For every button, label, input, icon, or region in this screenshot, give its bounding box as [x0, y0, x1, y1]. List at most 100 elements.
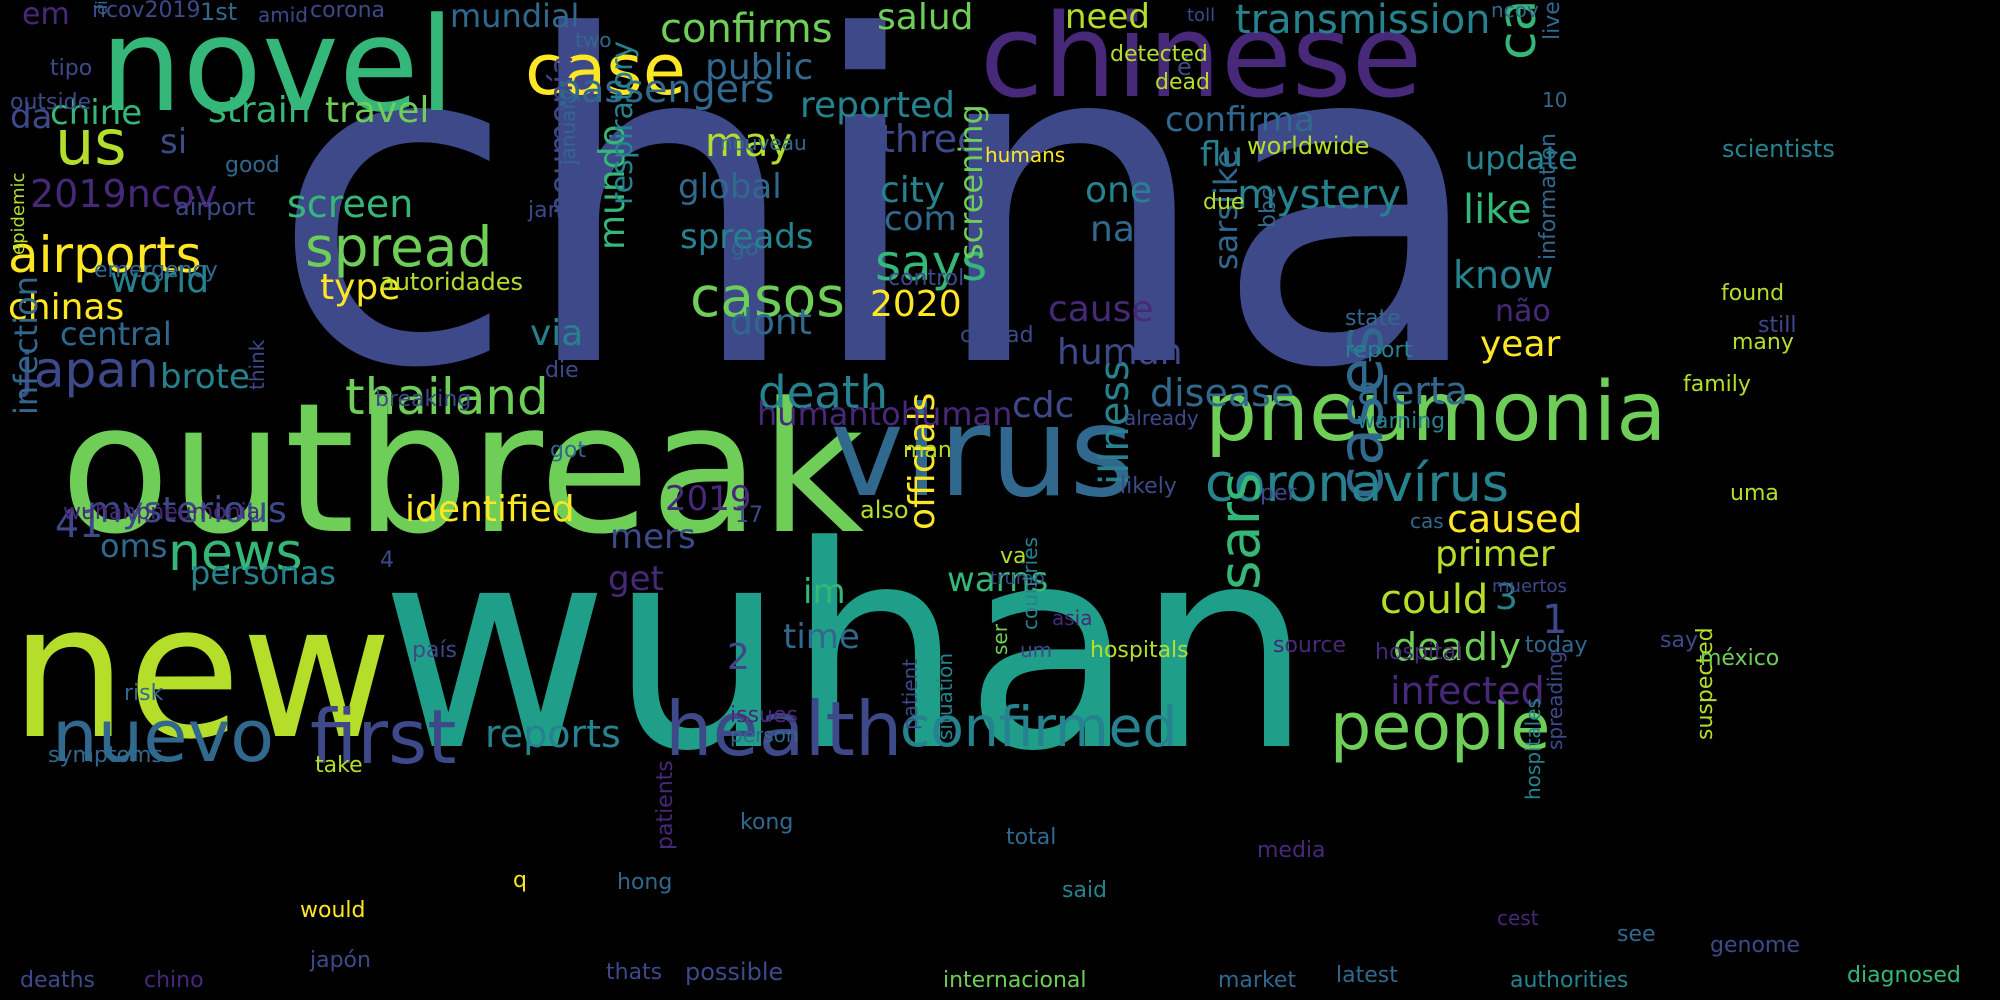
word-149: uma: [1730, 481, 1779, 506]
word-142: got: [550, 438, 587, 463]
word-24: says: [875, 234, 988, 292]
word-10: nuevo: [52, 694, 275, 778]
word-191: internacional: [943, 968, 1087, 993]
word-178: media: [1257, 838, 1326, 863]
word-188: japón: [310, 948, 371, 973]
word-139: die: [545, 358, 579, 383]
word-36: chinas: [8, 287, 125, 328]
word-123: emergency: [94, 258, 218, 283]
word-47: primer: [1435, 534, 1555, 575]
word-2: outbreak: [60, 365, 865, 574]
word-72: central: [60, 315, 172, 353]
word-40: world: [110, 260, 210, 301]
word-107: ncov: [1491, 0, 1539, 22]
word-84: human: [1057, 332, 1183, 373]
word-128: control: [888, 266, 965, 291]
word-4: novel: [100, 0, 455, 141]
word-38: travel: [325, 90, 430, 131]
word-162: hospitals: [1090, 638, 1189, 663]
word-93: mers: [610, 517, 696, 557]
word-158: ser: [988, 624, 1012, 655]
word-131: bbc: [1256, 187, 1281, 228]
word-11: people: [1330, 690, 1551, 765]
word-151: 17: [735, 503, 763, 528]
word-55: flu: [1200, 135, 1243, 175]
word-182: today: [1525, 633, 1588, 658]
word-101: ncov2019: [92, 0, 201, 23]
word-64: dont: [730, 302, 812, 343]
word-16: us: [55, 106, 127, 179]
word-62: 2020: [870, 284, 962, 325]
word-177: said: [1062, 878, 1108, 903]
word-74: chine: [50, 93, 143, 133]
word-86: cdc: [1012, 385, 1075, 426]
word-95: im: [803, 572, 846, 612]
word-126: autoridades: [380, 268, 523, 296]
word-49: deadly: [1393, 625, 1521, 669]
word-17: airports: [8, 226, 202, 284]
word-41: type: [320, 267, 401, 308]
word-7: pneumonia: [1205, 365, 1667, 460]
word-165: issues: [730, 703, 798, 728]
word-78: salud: [877, 0, 974, 38]
word-145: man: [903, 438, 952, 463]
word-187: chino: [144, 968, 204, 993]
word-25: death: [758, 366, 888, 419]
word-156: asia: [1052, 606, 1093, 630]
word-9: first: [310, 693, 457, 781]
word-137: many: [1732, 330, 1794, 355]
word-111: di: [92, 0, 111, 15]
word-3: new: [10, 564, 393, 780]
word-75: si: [160, 122, 188, 162]
word-197: see: [1617, 922, 1656, 947]
word-98: 3: [1495, 577, 1518, 618]
word-109: 10: [1542, 88, 1568, 112]
word-106: toll: [1187, 5, 1216, 26]
word-46: caused: [1447, 497, 1583, 541]
word-159: um: [1020, 638, 1053, 662]
word-118: worldwide: [1247, 132, 1370, 160]
word-163: país: [412, 638, 458, 663]
word-175: hong: [617, 870, 673, 895]
word-65: via: [530, 313, 584, 354]
word-39: screen: [287, 182, 414, 226]
word-194: authorities: [1510, 968, 1629, 993]
word-83: cause: [1048, 289, 1154, 330]
word-42: mysterious: [87, 490, 287, 531]
word-27: confirms: [660, 6, 833, 52]
word-193: latest: [1336, 963, 1398, 988]
word-147: per: [1260, 481, 1297, 506]
word-58: three: [880, 117, 981, 161]
word-143: already: [1124, 406, 1199, 430]
word-172: countries: [1018, 537, 1042, 630]
word-195: genome: [1710, 933, 1800, 958]
word-34: reports: [485, 712, 621, 756]
word-171: situation: [933, 652, 957, 740]
word-133: state: [1345, 306, 1401, 331]
word-183: say: [1660, 628, 1698, 653]
word-105: two: [575, 28, 612, 52]
word-170: patient: [898, 658, 922, 730]
word-61: spreads: [680, 217, 814, 257]
word-97: 2: [727, 637, 750, 678]
word-166: person: [730, 723, 799, 747]
word-155: trump: [990, 568, 1045, 589]
word-20: news: [168, 523, 303, 583]
word-30: reported: [800, 85, 955, 126]
word-140: breaking: [375, 387, 472, 412]
word-148: cas: [1410, 509, 1444, 533]
word-68: respiratory: [605, 40, 640, 205]
word-13: case: [525, 29, 686, 111]
word-192: market: [1218, 968, 1297, 993]
word-29: passengers: [557, 67, 775, 111]
word-196: diagnosed: [1847, 963, 1961, 988]
word-8: health: [665, 685, 903, 773]
word-92: 41: [55, 502, 104, 546]
word-57: one: [1085, 170, 1152, 211]
word-176: q: [513, 868, 527, 893]
word-127: go: [731, 236, 759, 261]
word-164: risk: [124, 681, 164, 706]
word-179: hospitales: [1521, 698, 1545, 800]
word-114: detected: [1110, 42, 1208, 67]
